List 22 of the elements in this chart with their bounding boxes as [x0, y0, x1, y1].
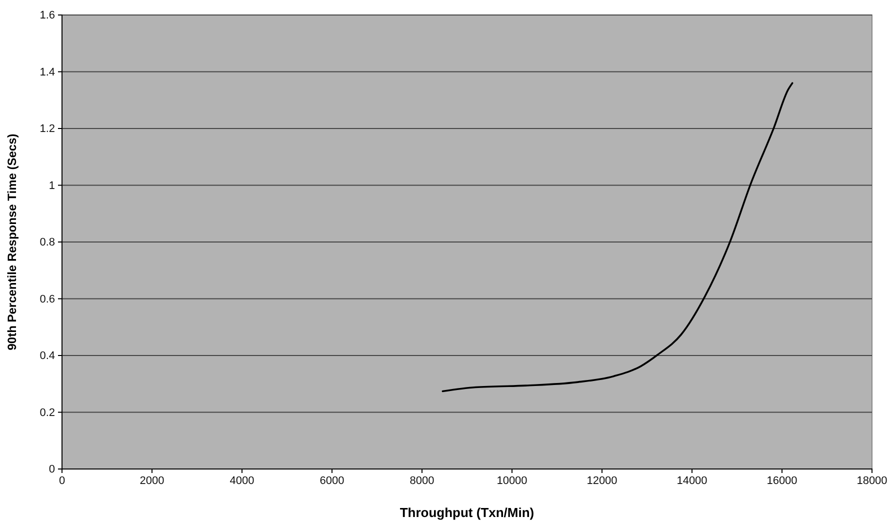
- x-tick-label: 4000: [230, 474, 254, 487]
- x-tick-label: 0: [58, 474, 66, 487]
- x-tick-label: 16000: [766, 474, 798, 487]
- y-tick-label: 0: [48, 464, 55, 476]
- x-tick-label: 18000: [856, 474, 888, 487]
- x-tick-label: 8000: [410, 474, 434, 487]
- x-tick-label: 10000: [496, 474, 528, 487]
- x-tick-label: 6000: [320, 474, 344, 487]
- x-axis-title: Throughput (Txn/Min): [400, 505, 534, 520]
- y-tick-label: 0.2: [40, 406, 55, 419]
- y-tick-label: 0.4: [40, 350, 55, 362]
- x-tick-label: 12000: [586, 474, 618, 487]
- y-tick-label: 1: [48, 180, 55, 192]
- y-tick-label: 0.8: [40, 236, 55, 249]
- y-axis-title: 90th Percentile Response Time (Secs): [5, 134, 19, 350]
- x-tick-label: 14000: [676, 474, 708, 487]
- y-tick-label: 0.6: [40, 293, 55, 306]
- y-tick-label: 1.4: [40, 66, 55, 78]
- line-series: [442, 82, 794, 392]
- y-tick-label: 1.6: [40, 10, 55, 22]
- x-tick-label: 2000: [140, 474, 164, 487]
- y-tick-label: 1.2: [40, 123, 55, 136]
